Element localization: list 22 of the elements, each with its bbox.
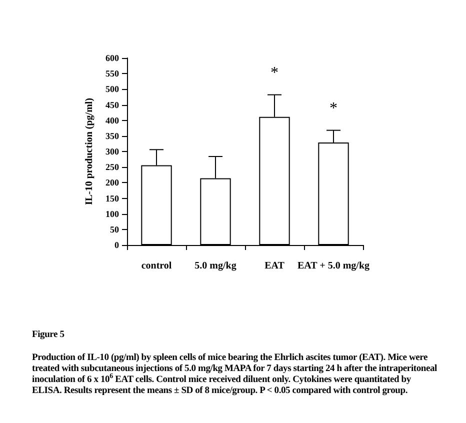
y-tick-label: 400	[106, 115, 120, 126]
x-tick-label: 5.0 mg/kg	[194, 260, 236, 272]
y-tick-label: 600	[106, 53, 120, 63]
annotation: *	[330, 100, 338, 117]
text: Production of IL-10 (pg/ml) by spleen cells of mice bearing the Ehrlich ascites tumor (EAT). Mice were treated with subcutaneous injections of 5.0 mg/kg MAPA for 7 days starting 24 h after the intraperitoneal inoculation of 6 x 10$^{6}$ EAT cells. Control mice received diluent only. Cytokines were quantitated by ELISA. Results represent the means ± SD of 8 mice/group. P < 0.05 compared with control group.	[32, 353, 437, 397]
x-tick-label: EAT + 5.0 mg/kg	[297, 260, 370, 272]
y-tick-label: 250	[106, 162, 120, 172]
text: Figure 5	[32, 330, 66, 341]
y-tick-label: 150	[106, 193, 120, 204]
y-tick-label: 350	[106, 130, 120, 141]
y-tick-label: 500	[106, 84, 120, 94]
y-tick-label: 100	[106, 208, 120, 219]
y-tick-label: 300	[106, 146, 120, 156]
y-tick-label: 50	[110, 224, 120, 234]
y-tick-label: 450	[106, 100, 120, 110]
y-axis-title: IL-10 production (pg/ml)	[84, 98, 96, 206]
y-tick-label: 200	[106, 178, 120, 188]
y-tick-label: 0	[114, 240, 120, 250]
y-tick-label: 550	[106, 68, 120, 79]
annotation: *	[270, 64, 278, 82]
x-tick-label: control	[141, 260, 172, 272]
x-tick-label: EAT	[264, 260, 285, 272]
